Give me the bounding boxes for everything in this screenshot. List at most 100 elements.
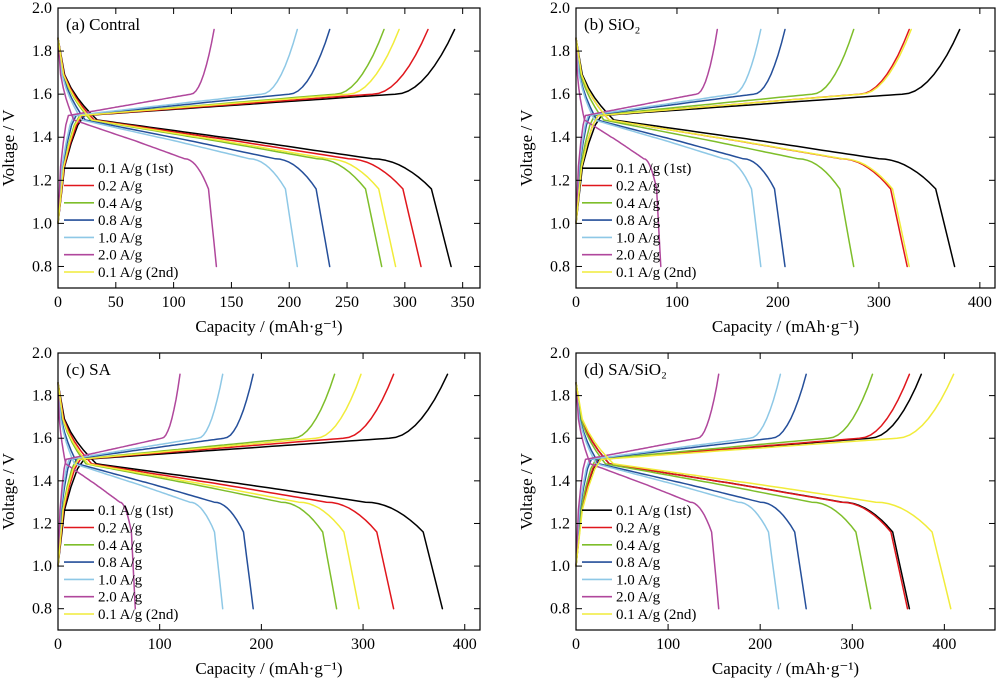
- charge-curve-7: [57, 373, 362, 567]
- legend-label: 0.4 A/g: [616, 196, 661, 212]
- discharge-curve-3: [575, 382, 872, 610]
- x-tick-label: 400: [968, 294, 992, 311]
- panel-title: (b) SiO₂: [584, 15, 640, 34]
- panel-2: 0 100 200 300 400 0.8 1.0 1.2 1.4 1.6 1.8 2.0 Capaci…: [517, 0, 996, 336]
- discharge-curve-4: [57, 37, 331, 268]
- discharge-curve-7: [575, 37, 910, 268]
- legend-label: 0.8 A/g: [98, 213, 143, 229]
- discharge-curve-4: [575, 382, 807, 610]
- charge-curve-5: [575, 373, 782, 567]
- legend: 0.1 A/g (1st) 0.2 A/g0.4 A/g0.8 A/g1.0 A/…: [64, 503, 178, 623]
- x-tick-label: 0: [572, 294, 580, 311]
- x-tick-label: 200: [766, 294, 790, 311]
- x-tick-label: 150: [219, 294, 243, 311]
- legend-label: 1.0 A/g: [616, 230, 661, 246]
- panel-title: (c) SA: [66, 360, 112, 379]
- charge-curve-3: [575, 28, 855, 225]
- discharge-curve-5: [57, 37, 299, 268]
- legend-label: 0.1 A/g (2nd): [98, 265, 178, 281]
- discharge-curve-7: [57, 382, 360, 610]
- legend-label: 2.0 A/g: [616, 248, 661, 264]
- y-tick-label: 1.2: [32, 515, 52, 532]
- x-tick-label: 250: [335, 294, 359, 311]
- panel-3: 0 100 200 300 400 0.8 1.0 1.2 1.4 1.6 1.8 2.0 Capaci…: [0, 345, 481, 678]
- discharge-curve-6: [575, 37, 662, 268]
- x-axis-label: Capacity / (mAh·g⁻¹): [712, 317, 859, 336]
- plot-frame: [57, 352, 481, 631]
- discharge-curve-1: [575, 37, 956, 268]
- curves: [57, 28, 456, 268]
- legend-label: 0.1 A/g (1st): [616, 503, 691, 519]
- curves: [575, 28, 961, 268]
- x-tick-label: 0: [54, 636, 62, 653]
- y-tick-label: 1.0: [32, 558, 52, 575]
- y-tick-label: 1.6: [32, 86, 52, 103]
- discharge-curve-6: [57, 382, 137, 610]
- y-axis-label: Voltage / V: [517, 452, 536, 530]
- y-tick-label: 1.6: [550, 430, 570, 447]
- legend-label: 0.8 A/g: [616, 213, 661, 229]
- x-tick-label: 300: [351, 636, 375, 653]
- x-tick-label: 50: [108, 294, 124, 311]
- y-tick-label: 0.8: [32, 601, 52, 618]
- panel-title: (a) Contral: [66, 15, 140, 34]
- y-tick-label: 1.0: [550, 215, 570, 232]
- x-tick-label: 300: [867, 294, 891, 311]
- x-tick-label: 400: [932, 636, 956, 653]
- panel-1: 0 50 100 150 200 250 300 350 0.8 1.0 1.2 1.4 1.6 1.8 2…: [0, 0, 481, 336]
- y-tick-label: 1.4: [32, 129, 52, 146]
- x-tick-label: 400: [453, 636, 477, 653]
- legend: 0.1 A/g (1st) 0.2 A/g0.4 A/g0.8 A/g1.0 A/…: [582, 161, 696, 281]
- legend-label: 0.4 A/g: [98, 196, 143, 212]
- discharge-curve-1: [57, 382, 444, 610]
- y-tick-label: 1.2: [550, 515, 570, 532]
- plot-frame: [575, 7, 996, 289]
- y-tick-label: 1.2: [550, 172, 570, 189]
- discharge-curve-7: [57, 37, 397, 268]
- charge-curve-7: [575, 373, 955, 567]
- x-tick-label: 300: [393, 294, 417, 311]
- x-tick-label: 100: [162, 294, 186, 311]
- y-tick-label: 2.0: [550, 345, 570, 362]
- charge-curve-7: [57, 28, 400, 225]
- charge-curve-6: [575, 373, 720, 567]
- y-tick-label: 2.0: [32, 345, 52, 362]
- y-tick-label: 1.0: [550, 558, 570, 575]
- legend-label: 0.8 A/g: [616, 555, 661, 571]
- legend-label: 0.1 A/g (1st): [616, 161, 691, 177]
- legend-label: 2.0 A/g: [616, 590, 661, 606]
- curves: [57, 373, 449, 610]
- y-tick-label: 1.8: [550, 43, 570, 60]
- legend: 0.1 A/g (1st) 0.2 A/g0.4 A/g0.8 A/g1.0 A/…: [64, 161, 178, 281]
- discharge-curve-7: [575, 382, 952, 610]
- x-tick-label: 100: [665, 294, 689, 311]
- legend-label: 0.2 A/g: [98, 179, 143, 195]
- x-tick-label: 0: [572, 636, 580, 653]
- plot-frame: [575, 352, 996, 631]
- legend-label: 0.2 A/g: [98, 521, 143, 537]
- plot-frame: [57, 7, 481, 289]
- y-axis-label: Voltage / V: [0, 109, 18, 187]
- charge-curve-6: [575, 28, 719, 225]
- y-tick-label: 1.4: [550, 129, 570, 146]
- y-tick-label: 1.8: [32, 43, 52, 60]
- y-tick-label: 1.4: [550, 473, 570, 490]
- discharge-curve-5: [57, 382, 224, 610]
- x-axis-label: Capacity / (mAh·g⁻¹): [195, 317, 342, 336]
- y-tick-label: 1.8: [32, 388, 52, 405]
- legend: 0.1 A/g (1st) 0.2 A/g0.4 A/g0.8 A/g1.0 A/…: [582, 503, 696, 623]
- discharge-curve-4: [575, 37, 786, 268]
- legend-label: 0.1 A/g (2nd): [616, 265, 696, 281]
- x-tick-label: 200: [748, 636, 772, 653]
- discharge-curve-6: [57, 37, 218, 268]
- x-tick-label: 100: [656, 636, 680, 653]
- charge-curve-5: [575, 28, 762, 225]
- charge-curve-5: [57, 373, 224, 567]
- legend-label: 1.0 A/g: [616, 572, 661, 588]
- legend-label: 0.1 A/g (1st): [98, 161, 173, 177]
- charge-curve-4: [57, 373, 254, 567]
- x-tick-label: 350: [451, 294, 475, 311]
- y-axis-label: Voltage / V: [517, 109, 536, 187]
- y-tick-label: 1.6: [550, 86, 570, 103]
- panel-4: 0 100 200 300 400 0.8 1.0 1.2 1.4 1.6 1.8 2.0 Capaci…: [517, 345, 996, 678]
